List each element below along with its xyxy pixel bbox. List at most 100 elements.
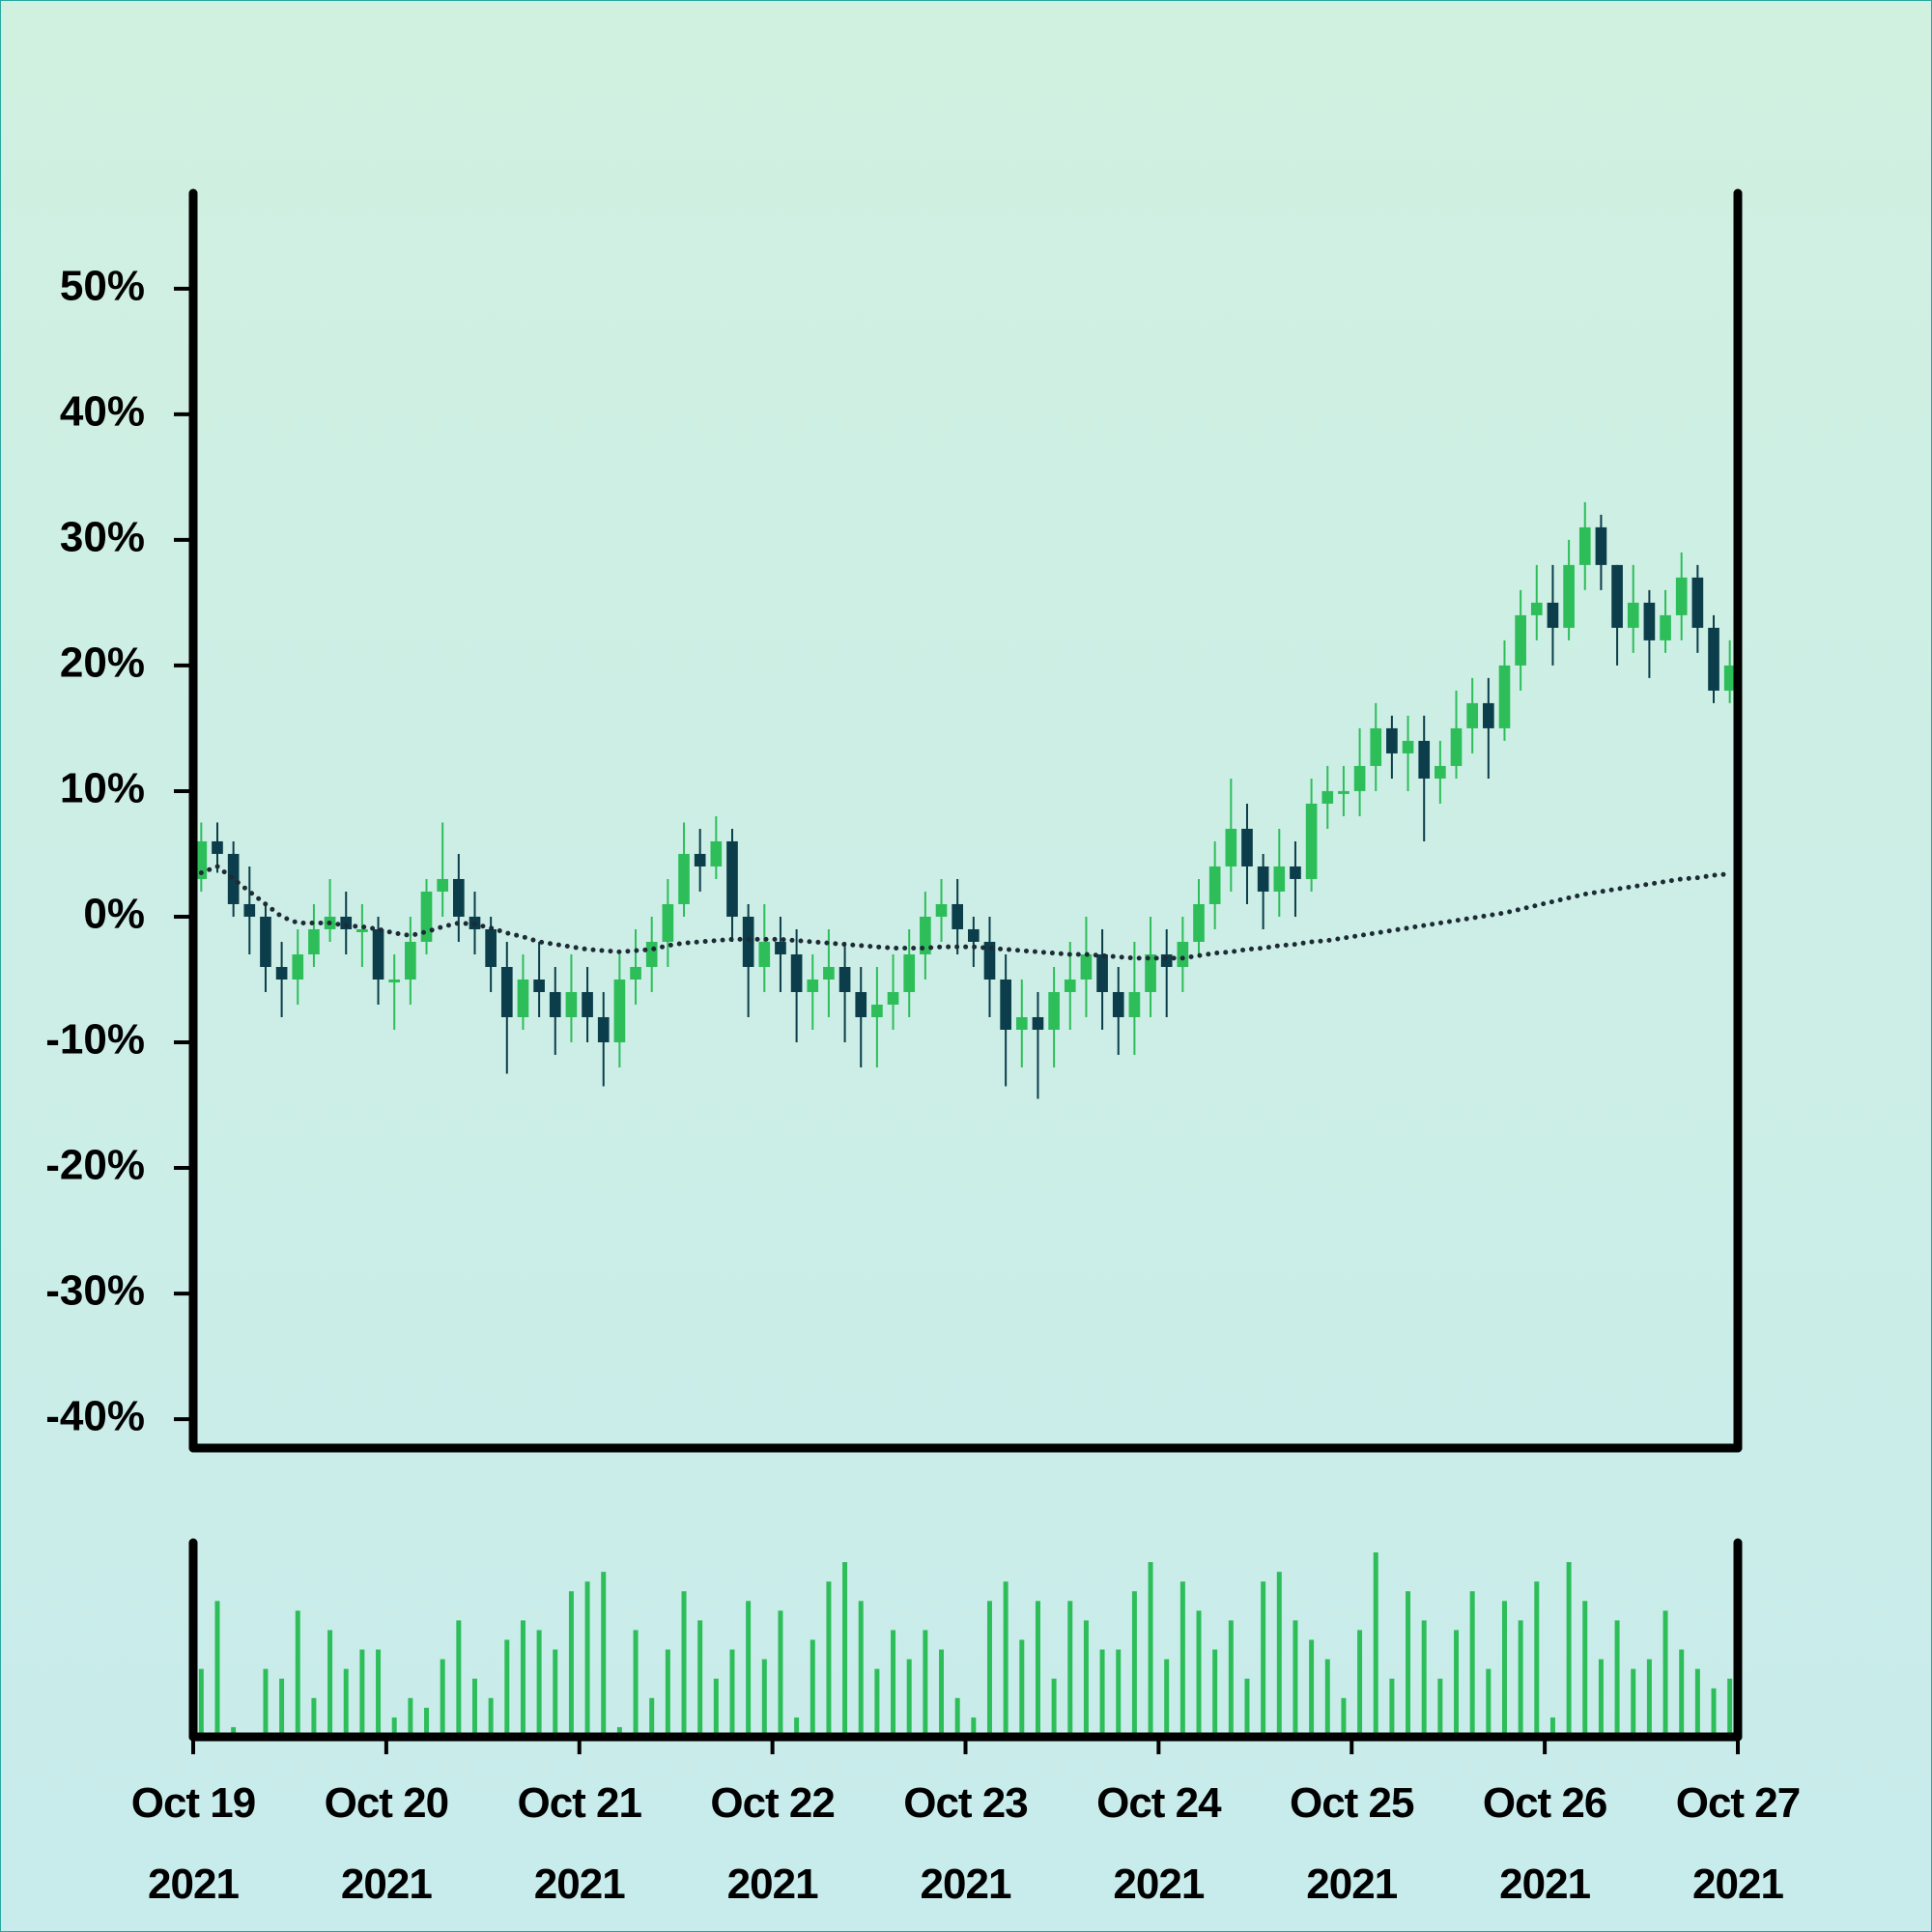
y-tick-label: -40% xyxy=(45,1393,145,1440)
volume-bar xyxy=(923,1630,928,1737)
volume-bar xyxy=(1437,1678,1443,1737)
candle-body xyxy=(1386,727,1398,753)
candle-body xyxy=(195,840,208,879)
y-tick-label: -10% xyxy=(45,1016,145,1064)
candle-body xyxy=(1353,765,1366,791)
x-tick-label: Oct 19 2021 xyxy=(130,1779,257,1908)
volume-bar xyxy=(1389,1678,1395,1737)
candle-body xyxy=(807,979,819,992)
candle-body xyxy=(1273,866,1286,892)
candle-body xyxy=(678,853,690,904)
candle-body xyxy=(485,928,497,967)
volume-bar xyxy=(1501,1601,1507,1737)
volume-bar xyxy=(649,1697,655,1737)
volume-bar xyxy=(1051,1678,1057,1737)
volume-bar xyxy=(391,1717,397,1737)
candle-body xyxy=(1225,828,1237,867)
x-tick-label: Oct 26 2021 xyxy=(1482,1779,1608,1908)
volume-bar xyxy=(1486,1668,1492,1737)
candle-body xyxy=(533,979,545,992)
volume-bar xyxy=(1614,1620,1620,1737)
volume-bar xyxy=(1454,1630,1460,1737)
volume-bar xyxy=(1373,1552,1378,1737)
candle-body xyxy=(1080,953,1093,980)
candle-body xyxy=(227,853,240,904)
candle-body xyxy=(372,928,384,980)
candle-body xyxy=(1708,627,1719,691)
candle-body xyxy=(597,1016,610,1043)
y-tick-label: 10% xyxy=(60,765,145,812)
volume-bar xyxy=(1228,1620,1234,1737)
volume-bar xyxy=(1003,1581,1009,1737)
moving-average xyxy=(198,864,1733,961)
volume-bar xyxy=(826,1581,832,1737)
volume-bar xyxy=(359,1649,365,1737)
volume-bar xyxy=(874,1668,880,1737)
volume-bar xyxy=(1067,1601,1073,1737)
candle-body xyxy=(1241,828,1253,867)
volume-bar xyxy=(1309,1639,1315,1737)
candle-body xyxy=(758,941,771,967)
volume-bar xyxy=(1518,1620,1523,1737)
volume-bar xyxy=(214,1601,220,1737)
candle-body xyxy=(1015,1016,1028,1030)
volume-bar xyxy=(1212,1649,1218,1737)
candle-body xyxy=(1578,526,1591,565)
candle-body xyxy=(292,953,304,980)
candle-body xyxy=(1032,1016,1044,1030)
volume-bar xyxy=(810,1639,815,1737)
y-tick-label: 40% xyxy=(60,387,145,435)
candle-body xyxy=(243,903,256,917)
volume-bar xyxy=(408,1697,413,1737)
volume-bar xyxy=(440,1659,445,1737)
volume-bar xyxy=(842,1562,848,1737)
volume-bar xyxy=(1646,1659,1652,1737)
candle-body xyxy=(1482,702,1494,728)
volume-bar xyxy=(424,1707,430,1737)
volume-bar xyxy=(488,1697,494,1737)
candle-body xyxy=(1208,866,1221,904)
candle-body xyxy=(613,979,626,1043)
y-tick-label: -30% xyxy=(45,1267,145,1315)
candle-body xyxy=(935,903,948,917)
volume-bar xyxy=(954,1697,960,1737)
candle-body xyxy=(1675,577,1688,615)
candle-body xyxy=(549,991,561,1017)
candle-body xyxy=(1321,790,1334,804)
candle-body xyxy=(1112,991,1124,1017)
volume-bar xyxy=(616,1726,622,1737)
volume-bar xyxy=(311,1697,317,1737)
volume-bar xyxy=(1694,1668,1700,1737)
volume-bar xyxy=(1083,1620,1089,1737)
volume-bar xyxy=(681,1591,687,1737)
volume-bar xyxy=(1711,1688,1717,1737)
volume-bar xyxy=(536,1630,542,1737)
candle-body xyxy=(1691,577,1704,628)
volume-bar xyxy=(295,1610,300,1737)
candle-body xyxy=(871,1004,883,1017)
candle-body xyxy=(1370,727,1382,766)
volume-bar xyxy=(1469,1591,1475,1737)
candle-body xyxy=(388,979,401,982)
x-tick-label: Oct 22 2021 xyxy=(710,1779,836,1908)
candle-body xyxy=(565,991,578,1017)
volume-bar xyxy=(568,1591,574,1737)
volume-bar xyxy=(729,1649,735,1737)
candle-body xyxy=(1611,564,1623,628)
candle-body xyxy=(260,916,271,967)
volume-bar xyxy=(1631,1668,1636,1737)
candle-body xyxy=(1338,790,1350,794)
volume-bar xyxy=(761,1659,767,1737)
volume-bar xyxy=(1131,1591,1137,1737)
volume-bar xyxy=(697,1620,703,1737)
candle-body xyxy=(983,941,996,980)
volume-bar xyxy=(471,1678,477,1737)
candle-body xyxy=(645,941,658,967)
volume-bar xyxy=(1598,1659,1604,1737)
volume-bar xyxy=(231,1726,237,1737)
candle-body xyxy=(1145,953,1156,992)
volume-bar xyxy=(553,1649,558,1737)
candle-body xyxy=(275,966,288,980)
candle-body xyxy=(790,953,803,992)
